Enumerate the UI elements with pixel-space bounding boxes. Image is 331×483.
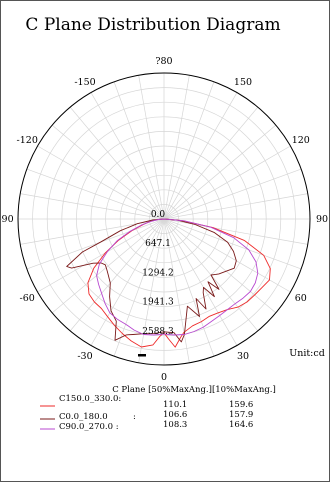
angle-label: -120 — [17, 135, 38, 146]
ring-labels: 0.0 647.1 1294.2 1941.3 2588.3 — [142, 210, 174, 337]
ring-label: 1294.2 — [142, 268, 174, 278]
legend-entry: C150.0_330.0: 110.1 159.6 — [40, 394, 253, 410]
series-lines — [66, 218, 271, 348]
legend-name: C90.0_270.0 : — [59, 422, 119, 432]
angle-label: 150 — [234, 77, 252, 88]
legend-value-50: 106.6 — [163, 410, 187, 420]
legend-separator: : — [133, 412, 136, 422]
outer-ring — [17, 72, 311, 366]
ring-label: 1941.3 — [142, 298, 174, 308]
chart-title: C Plane Distribution Diagram — [25, 15, 280, 35]
legend-entry: C90.0_270.0 : 108.3 164.6 — [40, 420, 253, 432]
ring-label: 647.1 — [145, 239, 171, 249]
legend-entry: C0.0_180.0 : 106.6 157.9 — [40, 410, 253, 422]
angle-label: -90 — [1, 214, 14, 225]
ring-label: 2588.3 — [142, 327, 174, 337]
series-line — [66, 218, 237, 343]
legend-name: C150.0_330.0: — [59, 394, 121, 404]
angle-label: ?80 — [155, 56, 172, 67]
angle-label: 120 — [292, 135, 310, 146]
marker-dash — [138, 354, 146, 357]
legend-value-10: 159.6 — [229, 400, 253, 410]
angle-label: 0 — [161, 372, 167, 383]
angle-label: -30 — [77, 351, 92, 362]
series-line — [87, 218, 271, 348]
unit-label: Unit:cd — [289, 348, 325, 359]
legend-value-50: 110.1 — [163, 400, 187, 410]
angle-label: 30 — [237, 351, 249, 362]
angle-labels: ?80 150 -150 120 -120 90 -90 60 -60 30 -30 0 — [1, 56, 328, 383]
angle-label: 90 — [316, 214, 328, 225]
ring-label: 0.0 — [151, 210, 166, 220]
angle-label: -60 — [20, 293, 35, 304]
legend-name: C0.0_180.0 — [59, 412, 108, 422]
legend-header: C Plane [50%MaxAng.][10%MaxAng.] — [112, 385, 276, 395]
legend-value-10: 164.6 — [229, 420, 253, 430]
legend-value-10: 157.9 — [229, 410, 253, 420]
legend-value-50: 108.3 — [163, 420, 187, 430]
series-line — [96, 218, 259, 336]
angle-label: 60 — [295, 293, 307, 304]
angle-label: -150 — [74, 77, 95, 88]
